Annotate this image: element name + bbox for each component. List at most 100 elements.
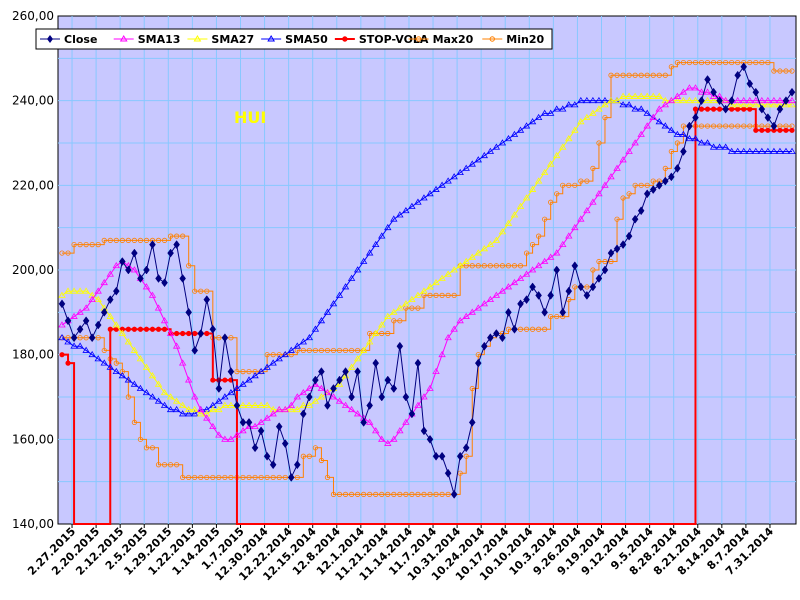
point-sma13	[788, 96, 796, 104]
point-sma13	[372, 427, 380, 434]
point-sma13	[106, 270, 114, 277]
point-min20	[180, 474, 186, 481]
point-stop-vola	[759, 127, 765, 133]
point-sma50	[553, 105, 561, 112]
point-min20	[125, 394, 131, 400]
point-sma13	[239, 427, 247, 434]
point-min20	[602, 258, 608, 265]
point-sma13	[468, 308, 476, 315]
point-sma27	[685, 96, 694, 104]
point-min20	[638, 182, 644, 188]
point-close	[191, 346, 199, 355]
point-close	[770, 121, 778, 131]
point-max20	[77, 242, 83, 248]
point-sma50	[758, 147, 766, 154]
point-close	[782, 96, 790, 106]
point-min20	[445, 491, 451, 497]
point-sma13	[462, 312, 470, 319]
point-close	[239, 417, 247, 427]
point-sma13	[335, 397, 344, 404]
point-close	[601, 265, 609, 275]
point-min20	[77, 335, 83, 341]
point-sma50	[438, 181, 446, 188]
point-sma27	[577, 118, 585, 125]
legend-marker-close	[47, 35, 53, 43]
point-max20	[234, 368, 240, 375]
point-max20	[698, 59, 705, 66]
point-sma50	[637, 105, 645, 112]
point-stop-vola	[765, 127, 771, 133]
point-sma50	[269, 359, 277, 366]
point-sma50	[746, 147, 754, 154]
y-tick-label: 240,00	[12, 94, 54, 108]
point-close	[215, 384, 223, 393]
point-sma27	[94, 295, 102, 303]
point-sma27	[124, 338, 133, 345]
point-close	[82, 316, 90, 326]
point-stop-vola	[149, 326, 156, 332]
point-sma13	[770, 96, 778, 104]
point-min20	[361, 491, 367, 497]
legend-label-stop-vola: STOP-VOLA	[359, 33, 429, 46]
point-sma13	[685, 84, 694, 91]
point-sma27	[341, 372, 350, 379]
point-sma13	[631, 139, 639, 146]
point-sma50	[106, 363, 114, 370]
point-min20	[385, 491, 391, 497]
legend-label-min20: Min20	[506, 33, 544, 46]
point-min20	[735, 123, 741, 129]
point-min20	[198, 474, 204, 481]
point-sma13	[637, 130, 645, 137]
point-close	[70, 333, 78, 343]
hui-annotation: HUI	[234, 108, 266, 127]
point-sma50	[311, 325, 320, 332]
point-min20	[95, 335, 101, 341]
point-sma50	[468, 160, 476, 167]
point-max20	[415, 305, 421, 311]
point-sma27	[378, 321, 386, 328]
point-close	[450, 489, 458, 499]
point-sma13	[565, 232, 573, 239]
point-sma13	[317, 384, 326, 391]
point-sma13	[625, 147, 633, 154]
point-sma27	[142, 363, 151, 370]
point-close	[173, 240, 180, 250]
point-min20	[379, 491, 385, 497]
point-close	[257, 426, 265, 436]
point-sma27	[160, 388, 169, 396]
point-stop-vola	[131, 326, 137, 332]
point-max20	[228, 335, 234, 341]
y-tick-label: 220,00	[12, 178, 54, 192]
point-min20	[572, 284, 578, 290]
point-max20	[608, 72, 614, 78]
point-sma50	[486, 147, 495, 154]
point-sma13	[269, 410, 277, 417]
point-max20	[174, 233, 180, 239]
point-max20	[710, 59, 717, 66]
point-sma50	[88, 350, 96, 358]
point-sma13	[329, 393, 338, 400]
point-sma27	[154, 380, 163, 387]
point-sma13	[396, 427, 404, 434]
point-sma50	[184, 410, 193, 417]
point-max20	[783, 68, 789, 74]
point-min20	[421, 491, 427, 497]
point-close	[686, 121, 693, 131]
point-close	[227, 367, 235, 377]
point-close	[529, 282, 536, 292]
point-sma27	[607, 96, 615, 104]
point-stop-vola	[186, 330, 192, 337]
y-tick-label: 160,00	[12, 432, 54, 446]
point-sma27	[245, 401, 253, 408]
point-close	[426, 434, 434, 444]
point-sma50	[70, 342, 78, 349]
point-max20	[101, 237, 107, 243]
point-min20	[264, 474, 270, 481]
point-min20	[729, 123, 735, 129]
point-max20	[433, 292, 439, 298]
point-sma27	[643, 92, 651, 99]
point-sma27	[347, 363, 356, 370]
point-sma50	[450, 173, 458, 180]
point-max20	[554, 191, 560, 197]
point-min20	[258, 474, 264, 481]
